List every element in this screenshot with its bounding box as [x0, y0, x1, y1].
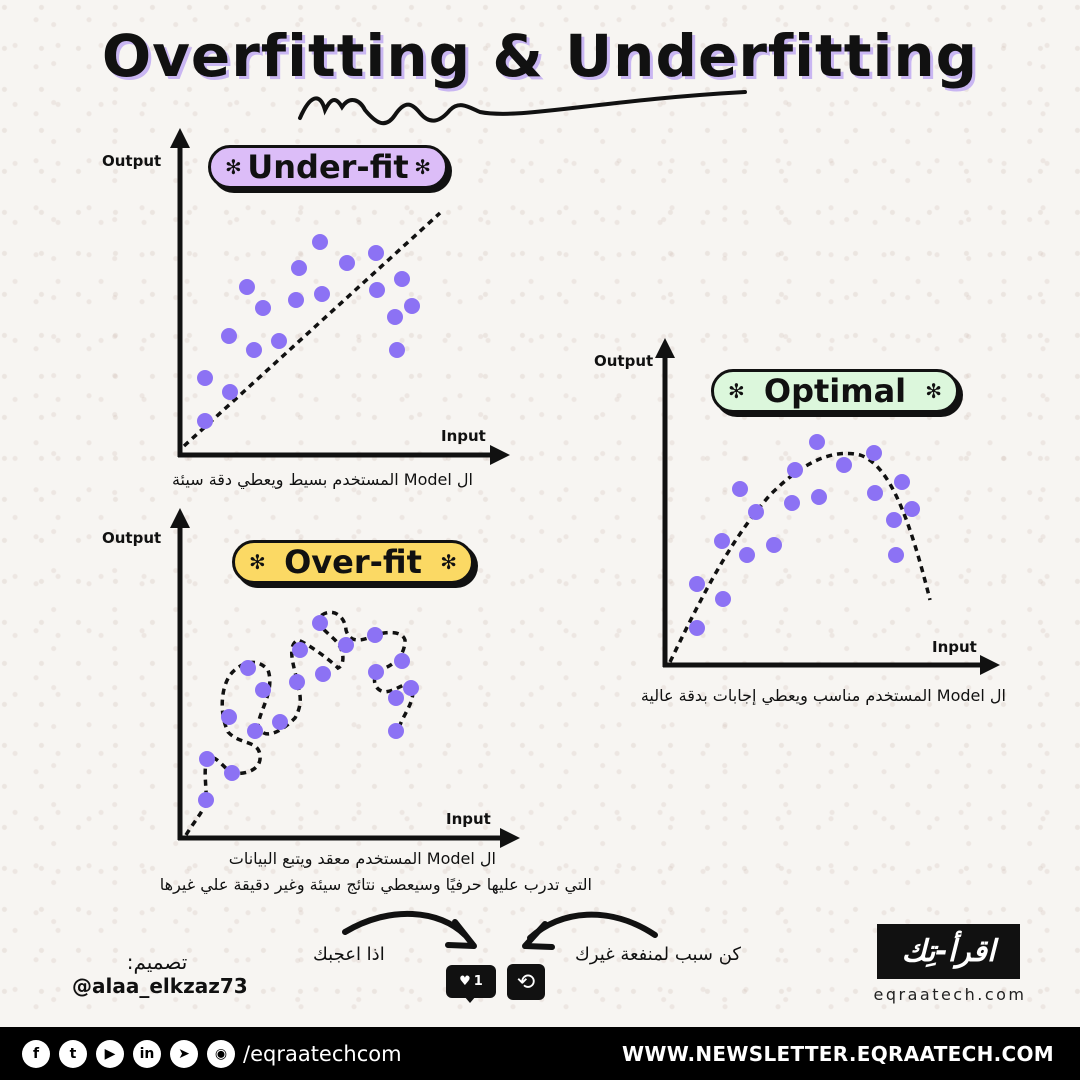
credit-label: تصميم:	[126, 950, 188, 974]
repost-icon: ⟲	[516, 969, 536, 995]
overfit-label: Over-fit	[284, 543, 422, 581]
facebook-icon[interactable]: f	[22, 1039, 50, 1068]
overfit-curve	[184, 610, 415, 836]
asterisk-icon: ✻	[728, 379, 745, 403]
asterisk-icon: ✻	[249, 550, 266, 574]
overfit-x-label: Input	[446, 810, 491, 828]
optimal-label: Optimal	[763, 372, 907, 410]
asterisk-icon: ✻	[414, 155, 431, 179]
quadratic-fit-curve	[668, 451, 932, 663]
like-button[interactable]: ♥ 1	[446, 965, 496, 998]
optimal-chart	[655, 338, 1000, 675]
page-title: Overfitting & Underfitting	[101, 22, 979, 90]
overfit-pill: ✻ Over-fit ✻	[232, 540, 474, 584]
underfit-chart	[170, 128, 510, 465]
newsletter-url[interactable]: WWW.NEWSLETTER.EQRAATECH.COM	[622, 1041, 1054, 1066]
share-prompt-text: كن سبب لمنفعة غيرك	[575, 944, 741, 965]
footer-bar: f t ▶ in ➤ ◉ /eqraatechcom WWW.NEWSLETTE…	[0, 1027, 1080, 1080]
like-count: 1	[473, 974, 483, 989]
designer-credit: تصميم: @alaa_elkzaz73	[72, 950, 248, 998]
eqraatech-logo: اقرأ-تِك	[877, 924, 1020, 979]
optimal-x-label: Input	[932, 638, 977, 656]
overfit-points	[198, 615, 419, 808]
overfit-chart	[170, 508, 520, 848]
underfit-pill: ✻ Under-fit ✻	[208, 145, 448, 189]
like-arrow	[342, 911, 468, 938]
overfit-y-label: Output	[102, 529, 162, 547]
credit-handle: @alaa_elkzaz73	[72, 974, 248, 998]
linkedin-icon[interactable]: in	[133, 1039, 161, 1068]
like-bubble-tail	[464, 996, 476, 1003]
like-prompt-text: اذا اعجبك	[313, 944, 385, 965]
social-handle[interactable]: /eqraatechcom	[243, 1041, 402, 1066]
underfit-x-label: Input	[441, 427, 486, 445]
youtube-icon[interactable]: ▶	[96, 1039, 124, 1068]
social-icons: f t ▶ in ➤ ◉	[22, 1039, 235, 1068]
telegram-icon[interactable]: ➤	[170, 1039, 198, 1068]
asterisk-icon: ✻	[440, 550, 457, 574]
asterisk-icon: ✻	[225, 155, 242, 179]
optimal-pill: ✻ Optimal ✻	[711, 369, 959, 413]
logo-url: eqraatech.com	[873, 985, 1027, 1004]
github-icon[interactable]: ◉	[207, 1039, 235, 1068]
underfit-label: Under-fit	[247, 148, 409, 186]
optimal-caption: ال Model المستخدم مناسب ويعطي إجابات بدق…	[640, 686, 1006, 705]
twitter-icon[interactable]: t	[59, 1039, 87, 1068]
linear-fit-line	[182, 211, 442, 448]
overfit-caption-line1: ال Model المستخدم معقد ويتبع البيانات	[228, 849, 496, 868]
like-arrowhead	[445, 919, 477, 949]
repost-button[interactable]: ⟲	[507, 964, 545, 1000]
underfit-y-label: Output	[102, 152, 162, 170]
optimal-y-label: Output	[594, 352, 654, 370]
title-squiggle	[298, 90, 747, 126]
heart-icon: ♥	[459, 974, 471, 989]
underfit-caption: ال Model المستخدم بسيط ويعطي دقة سيئة	[171, 470, 473, 489]
overfit-caption-line2: التي تدرب عليها حرفيًا وسيعطي نتائج سيئة…	[159, 875, 592, 894]
share-arrow	[527, 911, 658, 941]
optimal-points	[689, 434, 920, 636]
share-arrowhead	[522, 921, 555, 950]
underfit-points	[197, 234, 420, 429]
asterisk-icon: ✻	[925, 379, 942, 403]
